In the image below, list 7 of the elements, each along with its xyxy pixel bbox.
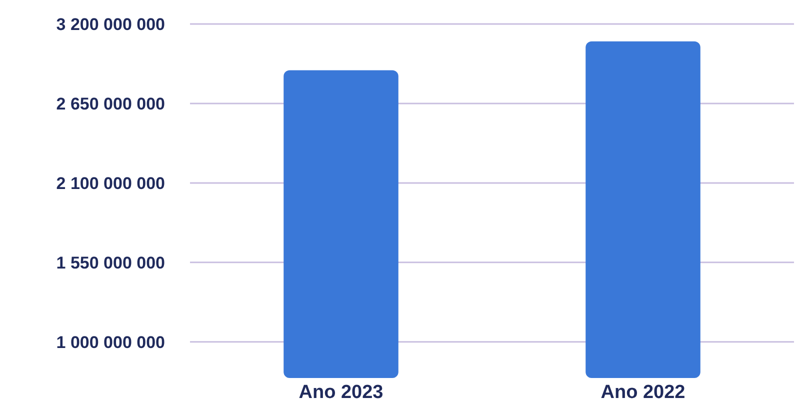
x-tick-label: Ano 2022 xyxy=(600,382,686,402)
y-tick-label: 2 650 000 000 xyxy=(56,94,165,114)
y-tick-label: 1 000 000 000 xyxy=(56,332,165,352)
y-tick-label: 3 200 000 000 xyxy=(56,14,165,34)
y-tick-label: 2 100 000 000 xyxy=(56,174,165,193)
x-tick-label: Ano 2023 xyxy=(298,382,384,402)
y-tick-label: 1 550 000 000 xyxy=(56,253,165,272)
